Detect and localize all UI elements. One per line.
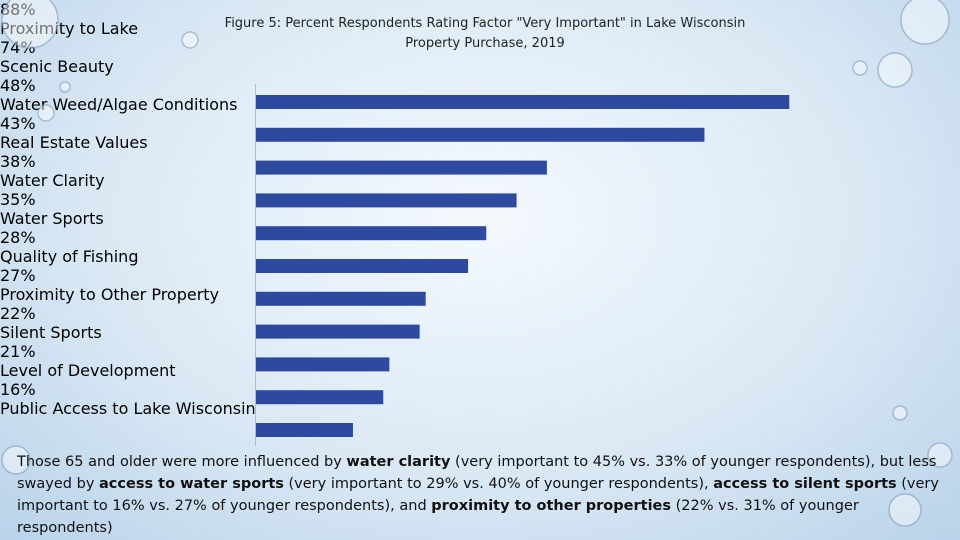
value-label: 35% (0, 190, 36, 209)
caption-text: (very important to 45% vs. 33% of younge… (17, 454, 937, 492)
caption: Those 65 and older were more influenced … (17, 451, 942, 539)
caption-text: (22% vs. 31% of younger respondents) (17, 498, 859, 536)
value-label: 22% (0, 304, 36, 323)
category-label: Water Clarity (0, 171, 105, 190)
category-label: Water Sports (0, 209, 104, 228)
value-label: 21% (0, 342, 36, 361)
bar (256, 357, 390, 372)
caption-emphasis: access to water sports (99, 476, 284, 492)
bar (256, 423, 353, 437)
chart-title: Figure 5: Percent Respondents Rating Fac… (224, 16, 746, 51)
value-label: 38% (0, 152, 36, 171)
category-label: Quality of Fishing (0, 247, 139, 266)
category-label: Proximity to Lake (0, 19, 139, 38)
bar (256, 193, 517, 208)
bar (256, 324, 420, 339)
caption-text: Those 65 and older were more influenced … (17, 454, 347, 470)
value-label: 43% (0, 114, 36, 133)
value-label: 88% (0, 0, 960, 19)
category-label: Public Access to Lake Wisconsin (0, 399, 256, 418)
caption-emphasis: water clarity (346, 454, 451, 470)
bar (256, 95, 790, 109)
bar (256, 127, 705, 142)
caption-emphasis: proximity to other properties (431, 498, 672, 514)
bar (256, 390, 384, 405)
value-label: 28% (0, 228, 36, 247)
category-label: Level of Development (0, 361, 176, 380)
category-label: Real Estate Values (0, 133, 148, 152)
category-label: Silent Sports (0, 323, 102, 342)
value-label: 27% (0, 266, 36, 285)
caption-emphasis: access to silent sports (713, 476, 897, 492)
value-label: 74% (0, 38, 36, 57)
caption-text: (very important to 16% vs. 27% of younge… (17, 476, 939, 514)
bar (256, 226, 487, 241)
bar (256, 291, 426, 306)
bar (256, 160, 547, 175)
category-label: Water Weed/Algae Conditions (0, 95, 238, 114)
value-label: 16% (0, 380, 36, 399)
category-label: Scenic Beauty (0, 57, 114, 76)
category-label: Proximity to Other Property (0, 285, 220, 304)
bar (256, 259, 469, 273)
value-label: 48% (0, 76, 36, 95)
caption-text: (very important to 29% vs. 40% of younge… (283, 476, 714, 492)
